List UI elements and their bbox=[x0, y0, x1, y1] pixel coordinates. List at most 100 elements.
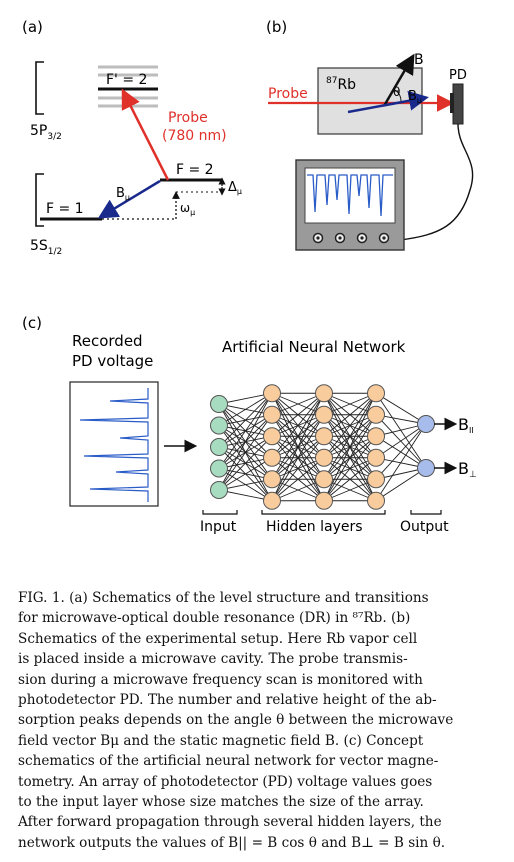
network-edge bbox=[323, 435, 377, 502]
hidden-node bbox=[263, 427, 281, 446]
panel-a: (a) 5P3/2 F' = 2 5S1/2 F = 2 F = 1 bbox=[22, 18, 242, 257]
network-edge bbox=[218, 478, 273, 491]
input-node bbox=[210, 416, 228, 435]
upper-state-label: 5P3/2 bbox=[30, 123, 62, 142]
hidden-node bbox=[315, 405, 333, 424]
network-edge bbox=[323, 392, 377, 437]
hidden-bracket bbox=[261, 510, 386, 515]
hidden-node bbox=[315, 384, 333, 403]
microwave-transition-arrow bbox=[97, 179, 161, 219]
caption-line: network outputs the values of B|| = B co… bbox=[18, 834, 446, 851]
probe-wavelength-label: (780 nm) bbox=[162, 128, 227, 144]
level-f2-label: F = 2 bbox=[176, 162, 214, 178]
network-edge bbox=[271, 457, 325, 502]
recorded-label-line1: Recorded bbox=[72, 332, 143, 350]
caption-line: photodetector PD. The number and relativ… bbox=[18, 692, 437, 709]
network-edge bbox=[271, 392, 325, 459]
network-edge bbox=[323, 393, 377, 480]
caption-line: field vector Bμ and the static magnetic … bbox=[18, 732, 424, 749]
probe-label-b: Probe bbox=[268, 86, 308, 102]
network-edge bbox=[218, 392, 273, 448]
hidden-node bbox=[315, 491, 333, 510]
hidden-node bbox=[367, 470, 385, 489]
hidden-node bbox=[263, 470, 281, 489]
hidden-node bbox=[263, 384, 281, 403]
caption-line: to the input layer whose size matches th… bbox=[18, 794, 424, 811]
theta-arc bbox=[394, 89, 402, 102]
input-node bbox=[210, 395, 228, 413]
network-edge bbox=[218, 435, 273, 491]
hidden-node bbox=[263, 491, 281, 510]
hidden-node bbox=[315, 427, 333, 446]
network-edge bbox=[271, 392, 325, 437]
caption-line: is placed inside a microwave cavity. The… bbox=[18, 651, 408, 668]
hidden-node bbox=[263, 405, 281, 424]
caption-line: sorption peaks depends on the angle θ be… bbox=[18, 712, 454, 729]
input-node bbox=[210, 459, 228, 478]
network-edge bbox=[218, 457, 273, 491]
panel-a-label: (a) bbox=[22, 18, 43, 36]
network-edge bbox=[271, 392, 325, 416]
output-node bbox=[417, 415, 435, 433]
hidden-node bbox=[315, 470, 333, 489]
network-edge bbox=[375, 392, 427, 425]
network-edge bbox=[323, 414, 377, 501]
pd-cable bbox=[399, 123, 474, 241]
probe-label: Probe bbox=[168, 110, 208, 126]
network-edge bbox=[323, 392, 377, 416]
input-bracket bbox=[202, 510, 238, 515]
network-edge bbox=[218, 489, 273, 502]
caption-line: tometry. An array of photodetector (PD) … bbox=[18, 773, 433, 790]
hidden-node bbox=[367, 384, 385, 403]
delta-label: Δμ bbox=[228, 180, 242, 196]
output-node bbox=[417, 459, 435, 477]
network-edge bbox=[218, 414, 273, 491]
figure-caption: FIG. 1. (a) Schematics of the level stru… bbox=[18, 588, 498, 853]
network-edge bbox=[375, 392, 427, 469]
microwave-field-arrow bbox=[347, 90, 429, 114]
network-edge bbox=[218, 392, 273, 426]
network-edge bbox=[218, 392, 273, 469]
network-edge bbox=[375, 423, 427, 501]
microwave-field-label: Bμ bbox=[408, 89, 422, 105]
lower-state-label: 5S1/2 bbox=[30, 238, 62, 257]
rb-label: 87Rb bbox=[326, 76, 356, 93]
network-edge bbox=[323, 478, 377, 502]
input-node bbox=[210, 481, 228, 499]
ann-title: Artificial Neural Network bbox=[222, 338, 406, 356]
caption-line: schematics of the artificial neural netw… bbox=[18, 753, 439, 770]
network-edge bbox=[375, 467, 427, 502]
static-field-arrow bbox=[382, 53, 415, 107]
level-fprime2-label: F' = 2 bbox=[106, 72, 147, 88]
recorded-voltage-trace bbox=[79, 388, 149, 502]
caption-line: for microwave-optical double resonance (… bbox=[18, 610, 411, 627]
panel-c: (c) Recorded PD voltage Artificial Neura… bbox=[22, 314, 477, 535]
network-edge bbox=[375, 423, 427, 459]
hidden-node bbox=[315, 448, 333, 467]
network-edge bbox=[323, 457, 377, 502]
hidden-node bbox=[367, 405, 385, 424]
hidden-node bbox=[263, 448, 281, 467]
output-bracket bbox=[410, 510, 442, 515]
panel-c-label: (c) bbox=[22, 314, 42, 332]
network-edge bbox=[271, 393, 325, 501]
network-edge bbox=[271, 393, 325, 480]
upper-manifold-bracket bbox=[35, 61, 44, 115]
photodetector bbox=[452, 83, 464, 125]
output-perp-label: B⊥ bbox=[458, 459, 477, 480]
network-edge bbox=[271, 478, 325, 502]
network-edge bbox=[218, 393, 273, 491]
network-connections bbox=[218, 392, 427, 502]
panel-b-label: (b) bbox=[266, 18, 287, 36]
hidden-node bbox=[367, 491, 385, 510]
hidden-layers-label: Hidden layers bbox=[266, 519, 363, 535]
network-nodes bbox=[210, 384, 435, 510]
bmu-label-a: Bμ bbox=[116, 186, 130, 202]
network-edge bbox=[323, 393, 377, 501]
network-edge bbox=[271, 414, 325, 501]
omega-label: ωμ bbox=[180, 201, 195, 217]
static-field-label: B bbox=[414, 52, 424, 68]
theta-label: θ bbox=[393, 85, 400, 99]
oscilloscope-knobs bbox=[312, 232, 390, 244]
network-edge bbox=[375, 423, 427, 480]
